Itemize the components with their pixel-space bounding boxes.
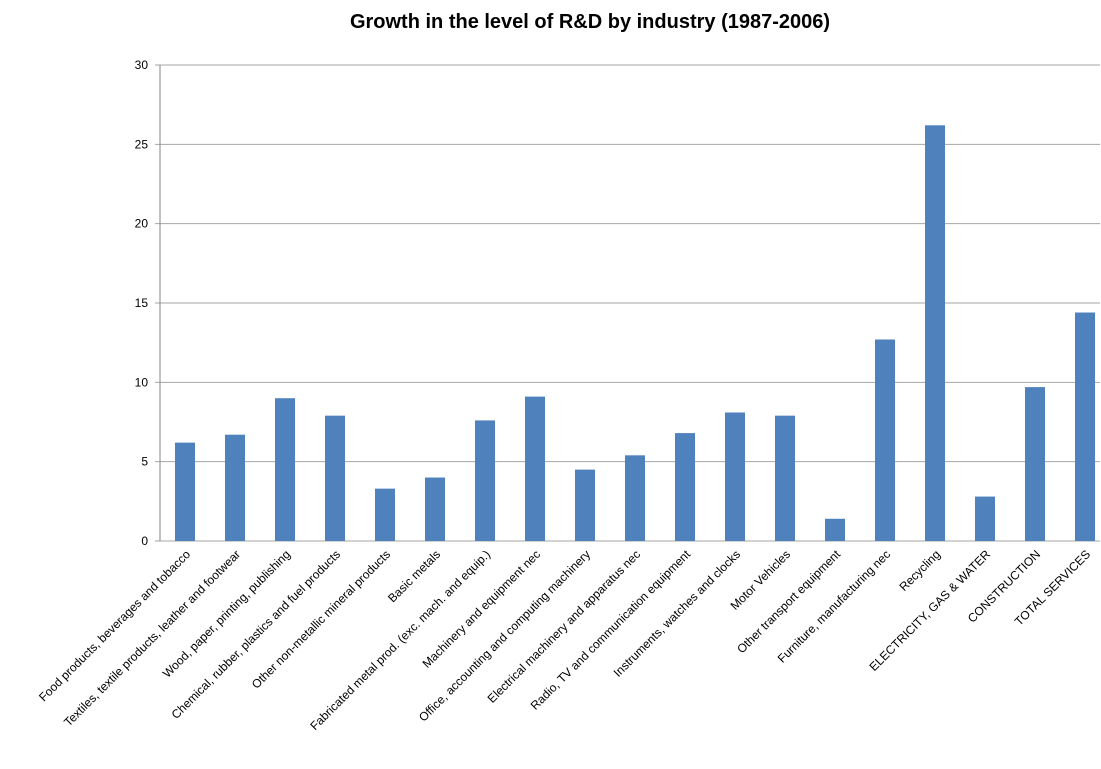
chart-title: Growth in the level of R&D by industry (… [350,11,830,33]
bar [375,488,395,541]
bar [625,455,645,541]
bar [975,496,995,541]
bar [175,442,195,541]
bar [325,415,345,541]
bar [1025,387,1045,541]
x-tick-label: Other transport equipment [734,547,843,656]
bar [525,396,545,541]
y-tick-label: 20 [135,217,149,231]
bar [475,420,495,541]
bar [275,398,295,541]
y-tick-label: 10 [135,375,149,389]
bar [575,469,595,541]
bar [725,412,745,541]
bar [825,518,845,541]
bar [1075,312,1095,541]
bar [675,433,695,541]
x-tick-label: Textiles, textile products, leather and … [61,547,243,729]
bar [925,125,945,541]
x-tick-label: Recycling [896,547,943,594]
x-tick-label: Fabricated metal prod. (exc. mach. and e… [307,547,493,733]
y-tick-label: 5 [141,455,148,469]
y-tick-label: 15 [135,296,149,310]
y-tick-label: 30 [135,58,149,72]
bar [425,477,445,541]
bar [775,415,795,541]
bar [225,434,245,541]
bar [875,339,895,541]
x-tick-label: Office, accounting and computing machine… [416,547,593,724]
y-tick-label: 25 [135,137,149,151]
y-tick-label: 0 [141,534,148,548]
